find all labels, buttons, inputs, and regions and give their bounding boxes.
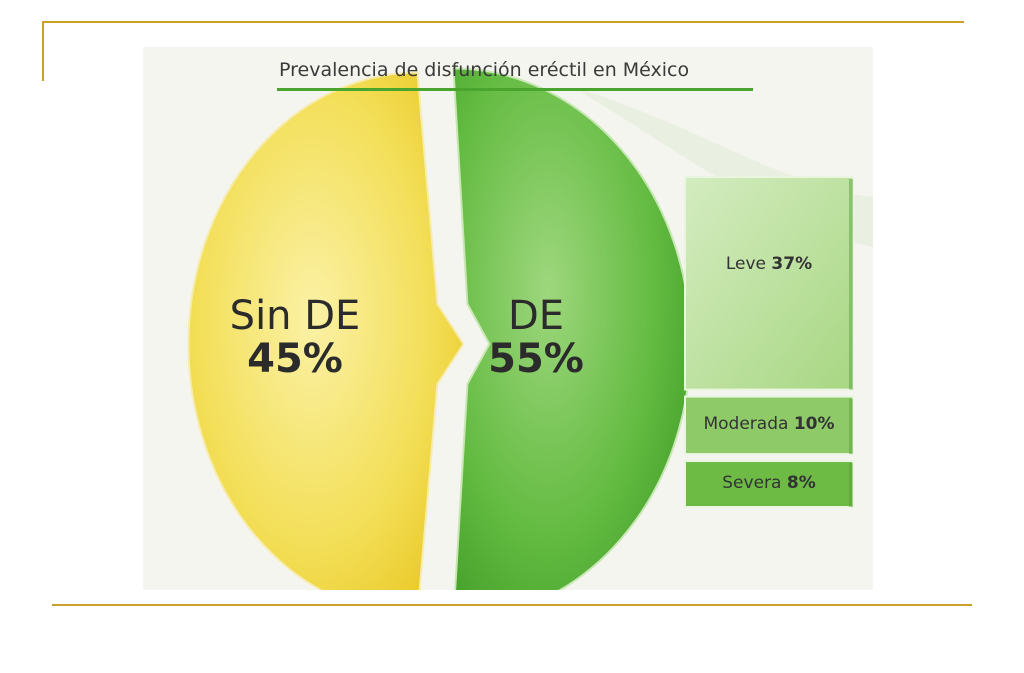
- pie-chart: [187, 67, 692, 590]
- slice-value: 55%: [488, 336, 584, 383]
- chart-title-underline: [277, 88, 753, 91]
- bar-label-leve: Leve 37%: [685, 254, 853, 274]
- chart-figure: Prevalencia de disfunción eréctil en Méx…: [143, 47, 873, 590]
- bottom-border-line: [52, 604, 972, 606]
- left-border-line: [42, 21, 44, 81]
- slice-value: 45%: [247, 336, 343, 383]
- bar-value: 10%: [793, 414, 835, 435]
- bar-leve: [684, 176, 854, 391]
- bar-shadow-edge: [849, 398, 853, 455]
- bar-label-severa: Severa 8%: [685, 473, 853, 493]
- chart-canvas: [187, 67, 873, 590]
- top-border-line: [42, 21, 964, 23]
- slice-label-de: DE 55%: [461, 293, 611, 383]
- bar-shadow-edge: [849, 179, 853, 390]
- slice-name: DE: [507, 293, 565, 339]
- bar-label-moderada: Moderada 10%: [685, 414, 853, 434]
- chart-title: Prevalencia de disfunción eréctil en Méx…: [279, 59, 690, 81]
- bar-category: Leve: [725, 253, 772, 274]
- slice-label-sin-de: Sin DE 45%: [205, 293, 385, 383]
- pie-slice-sin-de: [187, 71, 465, 590]
- breakdown-bar-chart: [684, 176, 854, 509]
- bar-category: Severa: [722, 473, 787, 494]
- bar-shadow-edge: [849, 463, 853, 507]
- bar-value: 8%: [786, 473, 816, 494]
- bar-category: Moderada: [703, 414, 794, 435]
- bar-moderada: [684, 395, 854, 456]
- bar-severa: [684, 460, 854, 509]
- slice-name: Sin DE: [229, 293, 361, 339]
- bar-value: 37%: [771, 253, 813, 274]
